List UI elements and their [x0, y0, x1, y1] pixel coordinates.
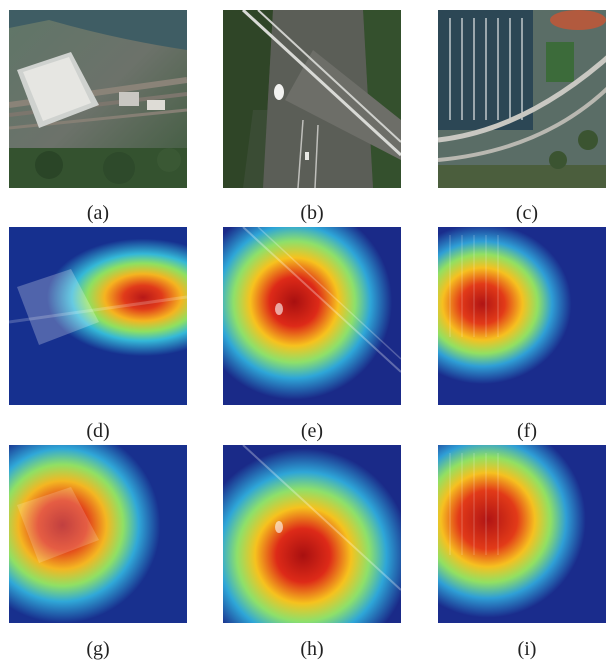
- heatmap-f: [438, 227, 606, 405]
- aerial-image-b: [223, 10, 401, 188]
- heatmap-h: [223, 445, 401, 623]
- heatmap-g: [9, 445, 187, 623]
- caption-c: (c): [515, 202, 539, 224]
- caption-i: (i): [517, 638, 537, 660]
- aerial-image-c: [438, 10, 606, 188]
- caption-h: (h): [300, 638, 324, 660]
- heatmap-i: [438, 445, 606, 623]
- caption-f: (f): [517, 420, 537, 442]
- aerial-image-a: [9, 10, 187, 188]
- heatmap-d: [9, 227, 187, 405]
- caption-d: (d): [86, 420, 110, 442]
- caption-g: (g): [86, 638, 110, 660]
- caption-a: (a): [86, 202, 110, 224]
- caption-b: (b): [300, 202, 324, 224]
- caption-e: (e): [300, 420, 324, 442]
- heatmap-e: [223, 227, 401, 405]
